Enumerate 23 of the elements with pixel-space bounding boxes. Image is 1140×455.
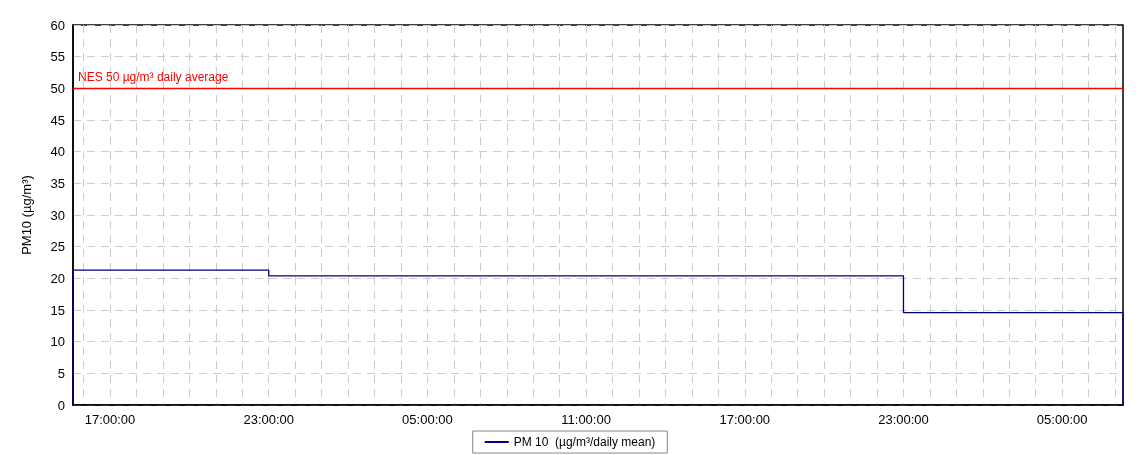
x-tick-label: 23:00:00 xyxy=(878,412,929,427)
y-axis-title: PM10 (µg/m³) xyxy=(19,175,34,255)
y-tick-label: 60 xyxy=(50,17,65,33)
y-tick-label: 30 xyxy=(50,207,65,223)
y-tick-label: 40 xyxy=(50,144,65,160)
y-tick-label: 15 xyxy=(50,302,65,318)
y-tick-label: 55 xyxy=(50,49,65,65)
y-tick-label: 45 xyxy=(50,112,65,128)
y-tick-label: 20 xyxy=(50,270,65,286)
x-tick-label: 05:00:00 xyxy=(402,412,453,427)
legend-label: PM 10 (µg/m³/daily mean) xyxy=(513,435,656,449)
x-tick-label: 11:00:00 xyxy=(561,412,611,427)
y-tick-label: 0 xyxy=(57,397,65,413)
ref-line-label: NES 50 µg/m³ daily average xyxy=(78,70,229,85)
x-tick-label: 23:00:00 xyxy=(243,412,295,427)
x-tick-label: 17:00:00 xyxy=(719,412,771,427)
x-tick-label: 05:00:00 xyxy=(1036,412,1088,427)
x-tick-label: 17:00:00 xyxy=(84,412,136,427)
y-tick-label: 10 xyxy=(50,334,65,350)
y-tick-label: 35 xyxy=(50,175,65,191)
y-tick-label: 25 xyxy=(50,239,65,255)
y-tick-label: 5 xyxy=(57,365,65,381)
y-tick-label: 50 xyxy=(50,80,65,96)
